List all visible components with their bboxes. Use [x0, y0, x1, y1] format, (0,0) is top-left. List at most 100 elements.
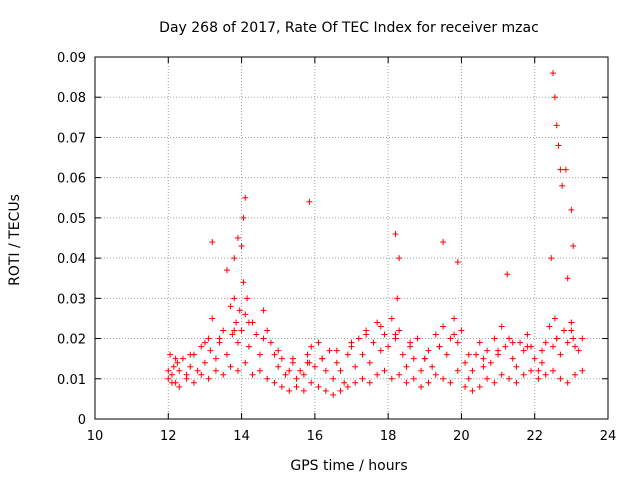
data-point	[418, 367, 425, 374]
data-point	[176, 367, 183, 374]
y-tick-label: 0.04	[57, 252, 86, 267]
data-point	[209, 315, 216, 322]
data-point	[555, 142, 562, 149]
data-point	[502, 343, 509, 350]
data-point	[557, 375, 564, 382]
data-point	[407, 343, 414, 350]
data-point	[414, 335, 421, 342]
data-point	[491, 379, 498, 386]
y-tick-label: 0.01	[57, 373, 86, 388]
data-point	[168, 371, 175, 378]
data-point	[564, 379, 571, 386]
data-point	[465, 351, 472, 358]
data-point	[410, 375, 417, 382]
data-point	[333, 359, 340, 366]
data-point	[344, 383, 351, 390]
data-point	[462, 383, 469, 390]
data-point	[454, 259, 461, 266]
data-point	[509, 339, 516, 346]
data-point	[366, 359, 373, 366]
data-point	[454, 367, 461, 374]
data-point	[176, 383, 183, 390]
data-point	[504, 271, 511, 278]
data-point	[260, 307, 267, 314]
data-point	[234, 235, 241, 241]
y-tick-label: 0.02	[57, 333, 86, 348]
data-point	[271, 379, 278, 386]
data-point	[205, 335, 212, 342]
data-point	[539, 347, 546, 354]
data-point	[300, 371, 307, 378]
data-point	[520, 371, 527, 378]
data-point	[539, 359, 546, 366]
data-point	[513, 379, 520, 386]
data-point	[480, 363, 487, 370]
data-point	[256, 367, 263, 374]
data-point	[385, 343, 392, 350]
data-point	[484, 375, 491, 382]
data-point	[242, 194, 249, 201]
data-point	[447, 335, 454, 342]
data-point	[572, 343, 579, 350]
data-point	[506, 375, 513, 382]
data-point	[562, 166, 569, 173]
data-point	[572, 371, 579, 378]
data-point	[174, 359, 181, 366]
data-point	[308, 343, 315, 350]
data-point	[245, 343, 252, 350]
data-point	[220, 327, 227, 334]
plot-frame	[94, 56, 609, 420]
data-point	[443, 351, 450, 358]
data-point	[550, 367, 557, 374]
y-tick-label: 0.05	[57, 212, 86, 227]
x-tick-label: 16	[307, 429, 324, 444]
data-point	[352, 363, 359, 370]
data-point	[333, 347, 340, 354]
data-point	[550, 70, 557, 77]
data-point	[517, 339, 524, 346]
y-axis-label: ROTI / TECUs	[7, 194, 23, 286]
data-point	[559, 182, 566, 189]
data-point	[315, 383, 322, 390]
data-point	[286, 387, 293, 394]
data-point	[344, 351, 351, 358]
grid-lines	[95, 57, 608, 419]
data-point	[447, 379, 454, 386]
data-point	[579, 367, 586, 374]
data-point	[275, 363, 282, 370]
data-point	[396, 371, 403, 378]
data-point	[227, 363, 234, 370]
data-point	[359, 351, 366, 358]
data-point	[528, 367, 535, 374]
data-point	[170, 363, 177, 370]
data-point	[553, 335, 560, 342]
data-point	[388, 315, 395, 322]
data-point	[542, 339, 549, 346]
data-point	[165, 367, 172, 374]
data-point	[348, 339, 355, 346]
data-point	[381, 367, 388, 374]
data-point	[212, 355, 219, 362]
data-point	[194, 367, 201, 374]
data-point	[469, 367, 476, 374]
data-point	[498, 323, 505, 330]
data-point	[381, 331, 388, 338]
data-point	[319, 355, 326, 362]
data-point	[238, 327, 245, 334]
data-point	[271, 351, 278, 358]
data-point	[410, 355, 417, 362]
data-point	[487, 359, 494, 366]
data-point	[418, 383, 425, 390]
data-point	[476, 383, 483, 390]
data-point	[451, 315, 458, 322]
y-tick-label: 0.07	[57, 131, 86, 146]
data-point	[231, 255, 238, 262]
data-point	[315, 339, 322, 346]
data-point	[337, 367, 344, 374]
data-point	[403, 363, 410, 370]
data-point	[231, 295, 238, 302]
x-tick-label: 12	[160, 429, 177, 444]
data-point	[506, 335, 513, 342]
data-point	[207, 347, 214, 354]
